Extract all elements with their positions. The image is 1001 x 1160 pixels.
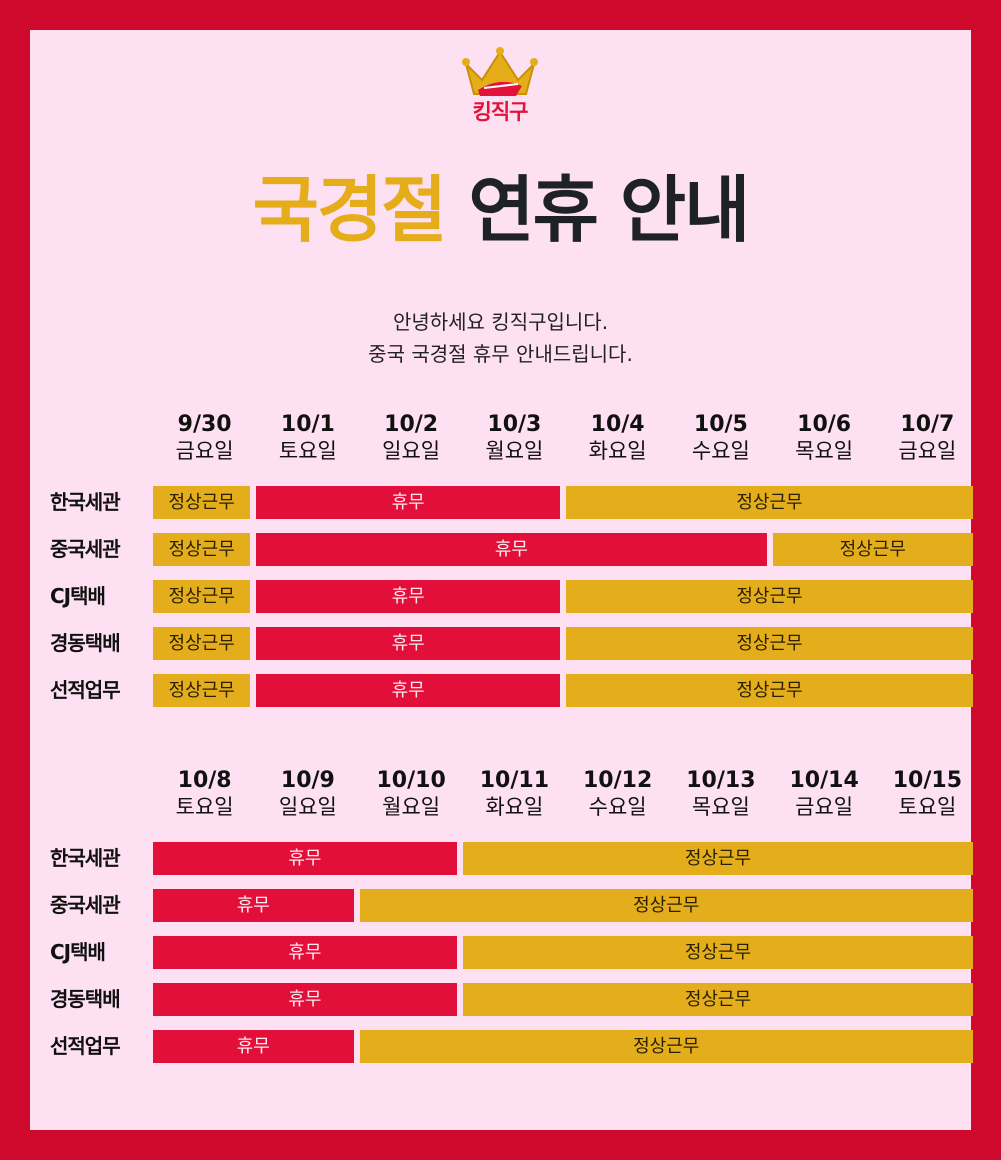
row-label: 경동택배 xyxy=(50,987,121,1011)
day-weekday: 금요일 xyxy=(898,439,957,463)
row-label: 선적업무 xyxy=(50,678,121,702)
day-date: 10/1 xyxy=(280,412,335,437)
intro-line-2: 중국 국경절 휴무 안내드립니다. xyxy=(368,342,633,366)
work-bar: 정상근무 xyxy=(153,580,251,613)
day-header: 10/11 화요일 xyxy=(464,768,564,820)
work-bar: 정상근무 xyxy=(566,627,973,660)
day-date: 10/5 xyxy=(693,412,748,437)
work-bar: 정상근무 xyxy=(566,580,973,613)
day-weekday: 화요일 xyxy=(485,795,544,819)
intro-text: 안녕하세요 킹직구입니다. 중국 국경절 휴무 안내드립니다. xyxy=(30,306,971,370)
day-date: 9/30 xyxy=(177,412,232,437)
day-weekday: 토요일 xyxy=(175,795,234,819)
day-header: 10/15 토요일 xyxy=(877,768,977,820)
row-label: 중국세관 xyxy=(50,893,121,917)
day-header: 10/3 월요일 xyxy=(464,412,564,464)
work-bar: 정상근무 xyxy=(153,674,251,707)
row-label: 한국세관 xyxy=(50,490,121,514)
day-date: 10/4 xyxy=(590,412,645,437)
day-weekday: 금요일 xyxy=(175,439,234,463)
day-weekday: 금요일 xyxy=(795,795,854,819)
logo: 킹직구 xyxy=(460,46,540,126)
logo-text: 킹직구 xyxy=(472,100,529,124)
day-weekday: 목요일 xyxy=(691,795,750,819)
holiday-bar: 휴무 xyxy=(153,936,457,969)
day-header: 10/14 금요일 xyxy=(774,768,874,820)
day-date: 10/13 xyxy=(686,768,756,793)
title-rest: 연휴 안내 xyxy=(468,168,750,252)
holiday-bar: 휴무 xyxy=(153,889,354,922)
day-weekday: 토요일 xyxy=(898,795,957,819)
crown-icon xyxy=(462,47,538,96)
day-header: 10/2 일요일 xyxy=(361,412,461,464)
notice-card: 킹직구 국경절 연휴 안내 안녕하세요 킹직구입니다. 중국 국경절 휴무 안내… xyxy=(30,30,974,1130)
work-bar: 정상근무 xyxy=(566,486,973,519)
holiday-bar: 휴무 xyxy=(256,533,767,566)
day-date: 10/6 xyxy=(797,412,852,437)
work-bar: 정상근무 xyxy=(153,533,251,566)
day-header: 10/4 화요일 xyxy=(568,412,668,464)
day-weekday: 수요일 xyxy=(691,439,750,463)
work-bar: 정상근무 xyxy=(772,533,973,566)
work-bar: 정상근무 xyxy=(566,674,973,707)
page-title: 국경절 연휴 안내 xyxy=(30,160,971,260)
holiday-bar: 휴무 xyxy=(256,580,561,613)
holiday-bar: 휴무 xyxy=(153,1030,354,1063)
work-bar: 정상근무 xyxy=(462,842,974,875)
day-weekday: 일요일 xyxy=(382,439,441,463)
day-date: 10/3 xyxy=(487,412,542,437)
holiday-bar: 휴무 xyxy=(153,983,457,1016)
day-date: 10/10 xyxy=(376,768,446,793)
title-highlight: 국경절 xyxy=(252,168,448,252)
holiday-bar: 휴무 xyxy=(256,486,561,519)
day-date: 10/11 xyxy=(479,768,549,793)
row-label: 선적업무 xyxy=(50,1034,121,1058)
day-date: 10/8 xyxy=(177,768,232,793)
day-header: 10/5 수요일 xyxy=(671,412,771,464)
work-bar: 정상근무 xyxy=(462,936,974,969)
day-date: 10/12 xyxy=(582,768,653,793)
day-header: 10/8 토요일 xyxy=(155,768,255,820)
day-header: 10/6 목요일 xyxy=(774,412,874,464)
work-bar: 정상근무 xyxy=(153,627,251,660)
holiday-bar: 휴무 xyxy=(256,627,561,660)
work-bar: 정상근무 xyxy=(153,486,251,519)
day-date: 10/14 xyxy=(789,768,859,793)
day-header: 10/1 토요일 xyxy=(258,412,358,464)
day-header: 10/7 금요일 xyxy=(877,412,977,464)
day-weekday: 목요일 xyxy=(795,439,854,463)
intro-line-1: 안녕하세요 킹직구입니다. xyxy=(392,310,609,334)
day-date: 10/2 xyxy=(384,412,439,437)
work-bar: 정상근무 xyxy=(359,1030,973,1063)
holiday-bar: 휴무 xyxy=(256,674,561,707)
day-weekday: 수요일 xyxy=(588,795,647,819)
row-label: CJ택배 xyxy=(50,940,106,964)
row-label: CJ택배 xyxy=(50,584,106,608)
day-header: 10/13 목요일 xyxy=(671,768,771,820)
holiday-bar: 휴무 xyxy=(153,842,457,875)
day-header: 10/9 일요일 xyxy=(258,768,358,820)
work-bar: 정상근무 xyxy=(462,983,974,1016)
row-label: 한국세관 xyxy=(50,846,121,870)
day-date: 10/9 xyxy=(280,768,335,793)
day-weekday: 토요일 xyxy=(278,439,337,463)
day-date: 10/15 xyxy=(892,768,962,793)
day-weekday: 일요일 xyxy=(278,795,337,819)
day-weekday: 화요일 xyxy=(588,439,647,463)
row-label: 경동택배 xyxy=(50,631,121,655)
day-weekday: 월요일 xyxy=(485,439,544,463)
day-header: 10/10 월요일 xyxy=(361,768,461,820)
work-bar: 정상근무 xyxy=(359,889,973,922)
day-header: 9/30 금요일 xyxy=(155,412,255,464)
day-weekday: 월요일 xyxy=(382,795,441,819)
row-label: 중국세관 xyxy=(50,537,121,561)
day-date: 10/7 xyxy=(900,412,955,437)
day-header: 10/12 수요일 xyxy=(568,768,668,820)
